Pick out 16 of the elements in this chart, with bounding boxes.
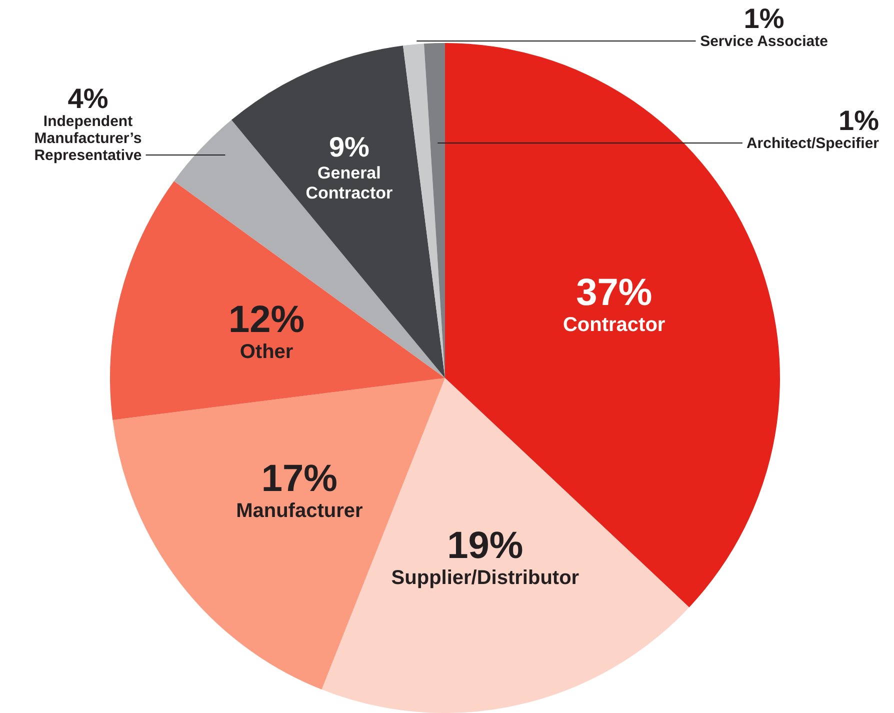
slice-label: Supplier/Distributor [391, 566, 580, 589]
data-label: 4% [68, 83, 108, 114]
slice-label: Contractor [562, 314, 666, 336]
slice-label: General Contractor [306, 164, 394, 203]
slice-label: Architect/Specifier [746, 135, 880, 152]
slice-label: Manufacturer [236, 500, 363, 522]
data-label: 1% [744, 3, 784, 34]
data-label: 9% [328, 132, 370, 163]
slice-label: Other [240, 341, 294, 364]
slice-label: Independent Manufacturer’s Representative [34, 113, 142, 164]
data-label: 37% [576, 272, 652, 314]
data-label: 12% [228, 299, 305, 342]
data-label: 1% [838, 105, 880, 136]
data-label: 17% [261, 458, 338, 500]
data-label: 19% [447, 524, 524, 567]
slice-label: Service Associate [700, 33, 828, 50]
